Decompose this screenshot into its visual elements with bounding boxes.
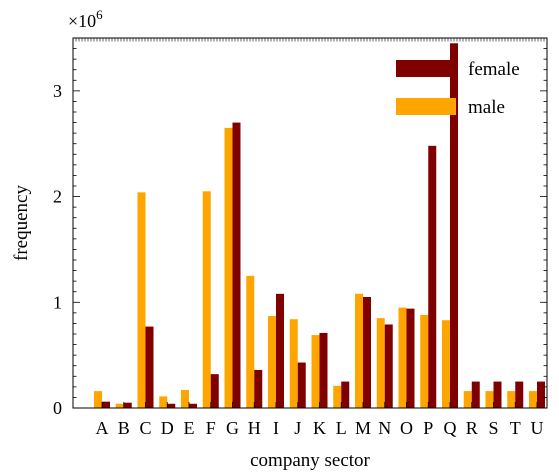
bar-female-L	[341, 381, 350, 408]
y-axis-label: frequency	[11, 185, 32, 261]
x-tick-label-L: L	[336, 418, 347, 438]
bars-group	[94, 43, 545, 409]
x-tick-label-G: G	[226, 418, 239, 438]
bar-female-A	[102, 401, 110, 408]
x-tick-label-T: T	[510, 418, 521, 438]
x-tick-label-B: B	[118, 418, 130, 438]
bar-male-E	[181, 390, 189, 408]
x-tick-label-N: N	[378, 418, 391, 438]
x-tick-label-O: O	[400, 418, 413, 438]
x-tick-label-S: S	[488, 418, 498, 438]
x-tick-label-U: U	[531, 418, 544, 438]
x-tick-label-Q: Q	[444, 418, 457, 438]
y-tick-labels: 0 1 2 3	[53, 81, 62, 418]
bar-male-Q	[442, 320, 450, 408]
bar-male-N	[376, 318, 385, 408]
y-tick-label-2: 2	[53, 187, 62, 207]
bar-female-C	[145, 326, 154, 408]
y-multiplier: ×106	[68, 7, 103, 31]
bar-female-O	[406, 308, 415, 408]
legend: female male	[396, 59, 520, 118]
x-tick-label-K: K	[313, 418, 326, 438]
bar-male-C	[137, 192, 146, 408]
x-tick-label-J: J	[294, 418, 301, 438]
x-tick-label-C: C	[139, 418, 151, 438]
bar-female-H	[254, 369, 263, 408]
bar-female-U	[537, 381, 545, 408]
x-tick-label-R: R	[466, 418, 478, 438]
x-tick-label-P: P	[423, 418, 433, 438]
bar-female-N	[384, 324, 393, 408]
y-tick-label-1: 1	[53, 292, 62, 312]
ticks-group	[73, 37, 547, 409]
bar-male-P	[420, 314, 429, 408]
legend-label-female: female	[468, 59, 520, 80]
x-tick-label-M: M	[355, 418, 371, 438]
x-tick-label-A: A	[96, 418, 109, 438]
bar-female-F	[210, 374, 219, 408]
bar-male-R	[463, 391, 472, 408]
bar-female-D	[167, 403, 176, 408]
bar-male-O	[398, 307, 407, 408]
legend-swatch-female	[396, 60, 456, 77]
bar-male-A	[94, 391, 102, 408]
y-tick-label-0: 0	[53, 398, 62, 418]
bar-female-T	[515, 381, 524, 408]
bar-male-U	[529, 391, 537, 408]
legend-label-male: male	[468, 97, 505, 118]
bar-male-J	[289, 319, 298, 408]
bar-female-P	[428, 145, 437, 408]
bar-male-K	[311, 335, 320, 408]
bar-female-J	[297, 362, 306, 408]
bar-male-T	[507, 391, 516, 408]
legend-swatch-male	[396, 98, 456, 115]
bar-female-M	[363, 297, 371, 408]
bar-male-S	[485, 391, 494, 408]
bar-male-L	[333, 385, 342, 408]
bar-female-R	[471, 381, 480, 408]
bar-female-G	[232, 122, 241, 408]
x-tick-label-F: F	[206, 418, 216, 438]
bar-female-Q	[450, 43, 458, 408]
x-tick-label-I: I	[273, 418, 279, 438]
bar-female-I	[276, 293, 284, 408]
bar-female-B	[123, 402, 132, 408]
bar-male-G	[224, 127, 233, 409]
bar-male-M	[355, 293, 363, 408]
x-tick-label-D: D	[161, 418, 174, 438]
x-tick-label-H: H	[248, 418, 261, 438]
bar-male-I	[268, 316, 276, 408]
bar-female-S	[493, 381, 502, 408]
bar-male-H	[246, 275, 255, 408]
x-axis-label: company sector	[250, 450, 370, 471]
y-tick-label-3: 3	[53, 81, 62, 101]
bar-female-K	[319, 332, 328, 408]
bar-female-E	[189, 403, 197, 408]
bar-male-D	[159, 396, 168, 408]
bar-male-F	[202, 191, 211, 408]
bar-male-B	[115, 403, 124, 408]
x-tick-label-E: E	[184, 418, 195, 438]
